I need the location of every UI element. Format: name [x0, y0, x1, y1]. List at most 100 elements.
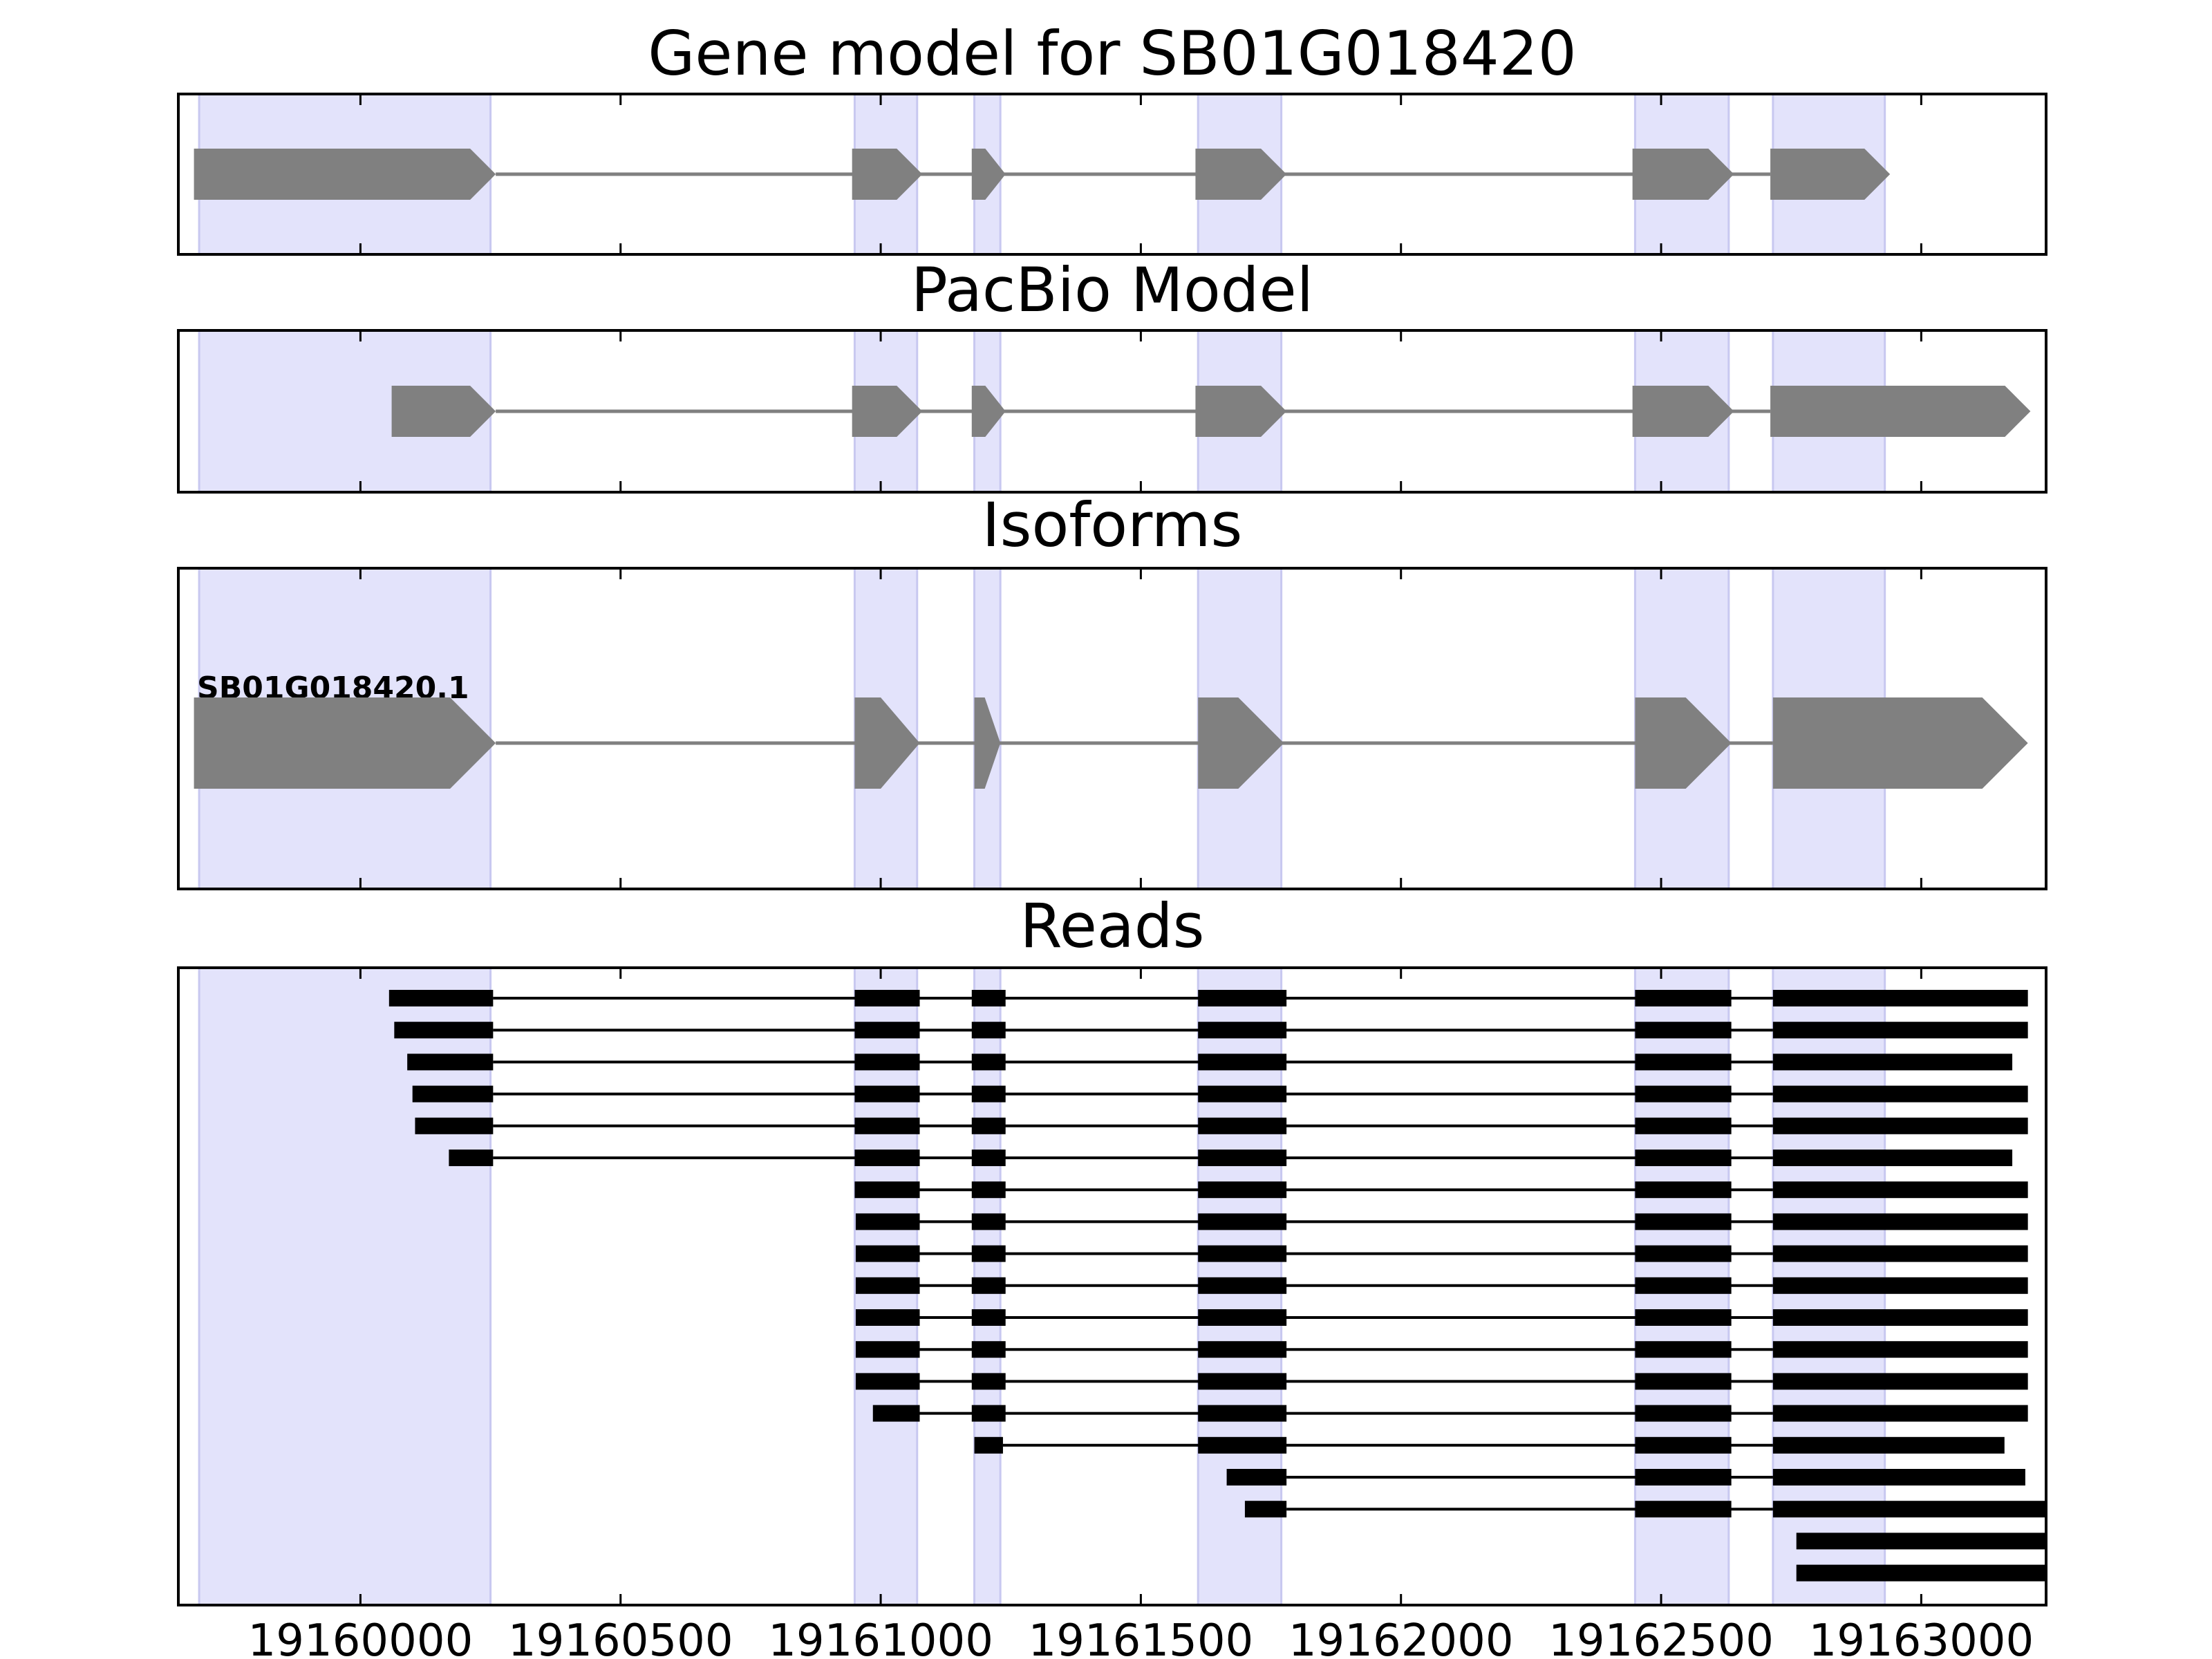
read-block [1198, 1277, 1287, 1294]
read-block [1772, 1277, 2028, 1294]
read-block [1244, 1501, 1287, 1518]
read-block [1198, 1341, 1287, 1358]
read-block [1198, 1085, 1287, 1103]
panel-title-gene-model: Gene model for SB01G018420 [648, 18, 1577, 89]
exon-block [1635, 697, 1732, 789]
read-block [1772, 1117, 2028, 1134]
read-block [971, 1341, 1006, 1358]
read-block [854, 1117, 920, 1134]
read-row [1226, 1469, 2025, 1485]
panel-frame [177, 93, 2047, 256]
read-block [1635, 1405, 1732, 1422]
read-block [1772, 1022, 2028, 1039]
x-tick-label: 19162500 [1548, 1615, 1774, 1659]
read-block [1198, 1213, 1287, 1230]
exon-block [1195, 149, 1287, 200]
read-row [415, 1117, 2028, 1134]
read-block [1635, 1277, 1732, 1294]
panel-frame [177, 567, 2047, 890]
exon-block [1632, 386, 1734, 437]
x-tick-label: 19161500 [1029, 1615, 1254, 1659]
read-row [855, 1245, 2028, 1262]
read-block [1635, 1150, 1732, 1166]
read-block [1635, 1245, 1732, 1262]
read-block [1635, 1053, 1732, 1071]
read-block [855, 1341, 920, 1358]
read-block [855, 1309, 920, 1326]
axis-frame-0 [177, 93, 2047, 256]
read-row [412, 1085, 2028, 1103]
x-tick-label: 19162000 [1288, 1615, 1514, 1659]
read-block [974, 1436, 1003, 1454]
read-block [1226, 1469, 1287, 1485]
x-tick-label: 19160500 [508, 1615, 733, 1659]
read-block [1635, 1181, 1732, 1199]
read-row [974, 1436, 2005, 1454]
x-tick-label: 19163000 [1808, 1615, 2034, 1659]
exon-block [974, 697, 1001, 789]
read-block [1635, 1117, 1732, 1134]
read-block [854, 990, 920, 1006]
read-block [415, 1117, 494, 1134]
read-block [394, 1022, 494, 1039]
exon-block [852, 386, 923, 437]
exon-block [852, 149, 923, 200]
read-row [388, 990, 2028, 1006]
read-block [1772, 1501, 2046, 1518]
axis-frame-3 [177, 966, 2047, 1606]
x-tick-label: 19161000 [768, 1615, 993, 1659]
read-block [1635, 1085, 1732, 1103]
read-block [854, 1181, 920, 1199]
read-row [855, 1373, 2028, 1390]
read-block [1198, 1309, 1287, 1326]
exon-block [971, 386, 1006, 437]
read-block [1635, 1469, 1732, 1485]
exon-block [1195, 386, 1287, 437]
read-block [1198, 1373, 1287, 1390]
read-block [1772, 1245, 2028, 1262]
panel-title-isoforms: Isoforms [982, 489, 1243, 561]
read-block [1635, 1436, 1732, 1454]
axis-frame-2: SB01G018420.1 [177, 567, 2047, 890]
read-block [1198, 1405, 1287, 1422]
read-block [1198, 1022, 1287, 1039]
read-block [1635, 1341, 1732, 1358]
read-row [855, 1341, 2028, 1358]
read-block [971, 1117, 1006, 1134]
exon-highlight-band [198, 966, 492, 1606]
read-block [1635, 1022, 1732, 1039]
read-block [971, 1373, 1006, 1390]
read-row [855, 1213, 2028, 1230]
read-block [1198, 1053, 1287, 1071]
read-block [971, 1405, 1006, 1422]
read-block [1796, 1564, 2046, 1582]
read-block [1772, 1150, 2013, 1166]
read-block [872, 1405, 920, 1422]
read-block [412, 1085, 494, 1103]
read-block [1772, 1181, 2028, 1199]
read-row [854, 1181, 2028, 1199]
read-block [1772, 1309, 2028, 1326]
read-block [1772, 1436, 2005, 1454]
read-block [1772, 990, 2028, 1006]
read-block [1198, 1181, 1287, 1199]
read-row [449, 1150, 2013, 1166]
read-block [971, 1245, 1006, 1262]
exon-block [1770, 149, 1891, 200]
read-block [388, 990, 494, 1006]
read-block [449, 1150, 494, 1166]
read-block [1796, 1533, 2046, 1550]
exon-block [194, 697, 496, 789]
read-block [971, 1022, 1006, 1039]
read-row [855, 1277, 2028, 1294]
read-block [855, 1245, 920, 1262]
panel-frame [177, 966, 2047, 1606]
read-block [1772, 1085, 2028, 1103]
read-block [1198, 990, 1287, 1006]
axis-frame-1 [177, 329, 2047, 494]
read-block [1635, 1213, 1732, 1230]
read-row [872, 1405, 2028, 1422]
read-block [1635, 1501, 1732, 1518]
read-block [971, 1309, 1006, 1326]
read-block [855, 1373, 920, 1390]
